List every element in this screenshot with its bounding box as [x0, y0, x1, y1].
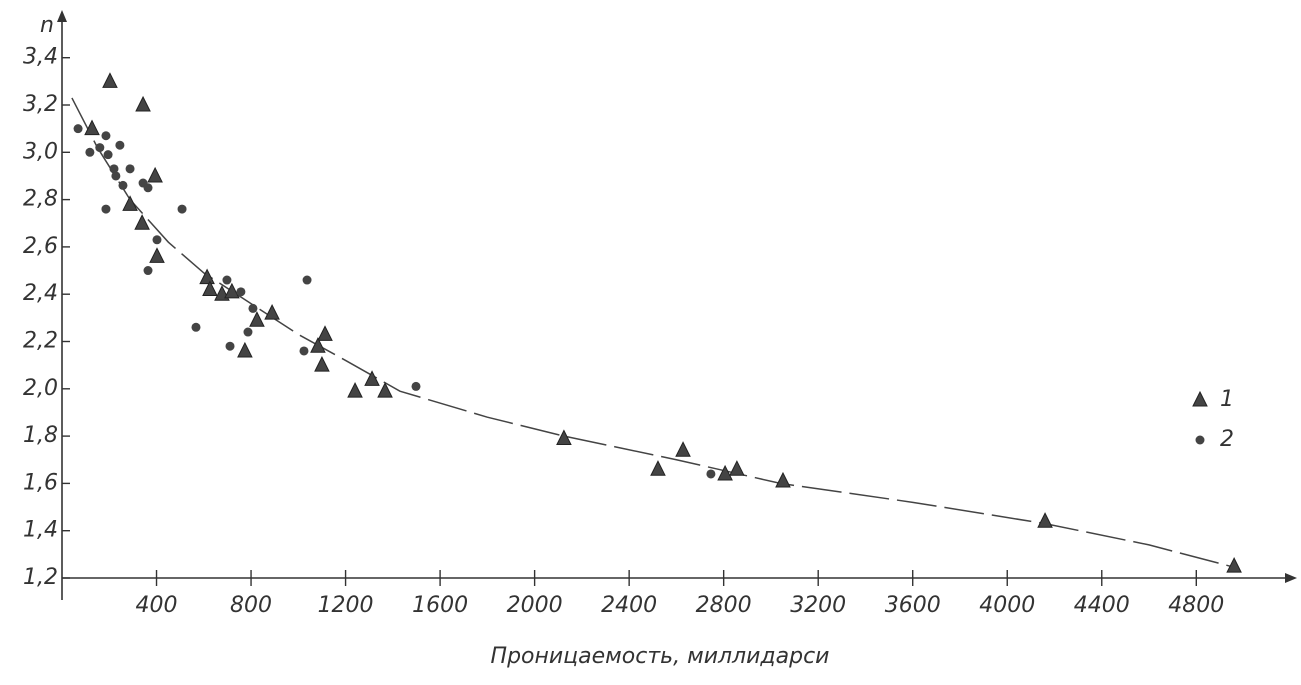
- legend-marker: [1192, 390, 1208, 407]
- y-tick-label: 2,0: [23, 376, 58, 401]
- legend-label: 1: [1220, 387, 1234, 412]
- x-tick-label: 2400: [601, 593, 657, 618]
- x-tick-label: 2800: [696, 593, 752, 618]
- x-tick-label: 2000: [507, 593, 563, 618]
- data-point: [111, 171, 121, 181]
- data-point: [675, 441, 691, 457]
- data-point: [364, 370, 380, 386]
- y-tick-label: 2,2: [23, 329, 58, 354]
- data-point: [243, 327, 253, 337]
- y-axis-arrow: [57, 10, 67, 22]
- data-point: [191, 322, 201, 332]
- data-point: [1037, 512, 1053, 528]
- data-point: [236, 287, 246, 297]
- data-point: [225, 341, 235, 351]
- data-point: [134, 214, 150, 230]
- data-point: [299, 346, 309, 356]
- data-point: [302, 275, 312, 285]
- data-point: [775, 471, 791, 488]
- data-point: [115, 140, 125, 150]
- data-point: [317, 325, 333, 341]
- data-point: [706, 469, 716, 479]
- x-axis-arrow: [1285, 573, 1297, 583]
- data-point: [310, 337, 326, 353]
- x-axis-label: Проницаемость, миллидарси: [491, 644, 830, 669]
- data-point: [249, 311, 265, 327]
- data-point: [224, 282, 240, 299]
- data-point: [109, 164, 119, 174]
- legend-marker: [1195, 435, 1205, 445]
- data-point: [377, 382, 393, 398]
- data-point: [149, 247, 165, 263]
- x-tick-label: 800: [230, 593, 272, 618]
- data-point: [101, 131, 111, 141]
- data-point: [650, 460, 666, 476]
- data-point: [202, 280, 218, 296]
- data-point: [147, 166, 163, 183]
- data-point: [222, 275, 232, 285]
- x-tick-label: 4400: [1074, 593, 1130, 618]
- y-tick-label: 2,8: [23, 187, 58, 212]
- data-point: [1226, 557, 1242, 573]
- data-point: [729, 460, 745, 476]
- data-point: [122, 195, 138, 211]
- data-point: [314, 356, 330, 372]
- data-point: [177, 204, 187, 214]
- data-point: [125, 164, 135, 174]
- y-tick-label: 2,4: [23, 281, 58, 306]
- data-point: [102, 72, 118, 88]
- fit-curve: [71, 97, 1231, 567]
- legend-label: 2: [1220, 427, 1234, 452]
- data-point: [95, 143, 105, 153]
- data-point: [143, 183, 153, 193]
- x-tick-label: 1200: [318, 593, 374, 618]
- x-tick-label: 400: [136, 593, 178, 618]
- y-tick-label: 1,6: [23, 470, 58, 495]
- data-point: [103, 150, 113, 160]
- x-tick-label: 1600: [412, 593, 468, 618]
- y-axis-label: n: [40, 13, 54, 38]
- y-tick-label: 3,0: [23, 139, 58, 164]
- data-point: [73, 124, 83, 134]
- data-point: [85, 147, 95, 157]
- y-tick-label: 3,4: [23, 45, 58, 70]
- data-point: [264, 304, 280, 320]
- data-point: [556, 429, 572, 445]
- data-point: [199, 268, 215, 285]
- data-point: [237, 341, 253, 358]
- data-point: [152, 235, 162, 245]
- y-tick-label: 2,6: [23, 234, 58, 259]
- data-point: [118, 180, 128, 190]
- data-point: [717, 464, 733, 481]
- x-tick-label: 4000: [979, 593, 1035, 618]
- data-point: [347, 382, 363, 398]
- y-tick-label: 1,8: [23, 423, 58, 448]
- x-tick-label: 3200: [790, 593, 846, 618]
- y-tick-label: 1,4: [23, 518, 58, 543]
- data-point: [411, 381, 421, 391]
- x-tick-label: 4800: [1168, 593, 1224, 618]
- data-point: [135, 95, 151, 112]
- data-point: [101, 204, 111, 214]
- x-tick-label: 3600: [885, 593, 941, 618]
- y-tick-label: 1,2: [23, 565, 58, 590]
- data-point: [143, 266, 153, 276]
- y-tick-label: 3,2: [23, 92, 58, 117]
- data-point: [248, 303, 258, 313]
- data-point: [84, 119, 100, 136]
